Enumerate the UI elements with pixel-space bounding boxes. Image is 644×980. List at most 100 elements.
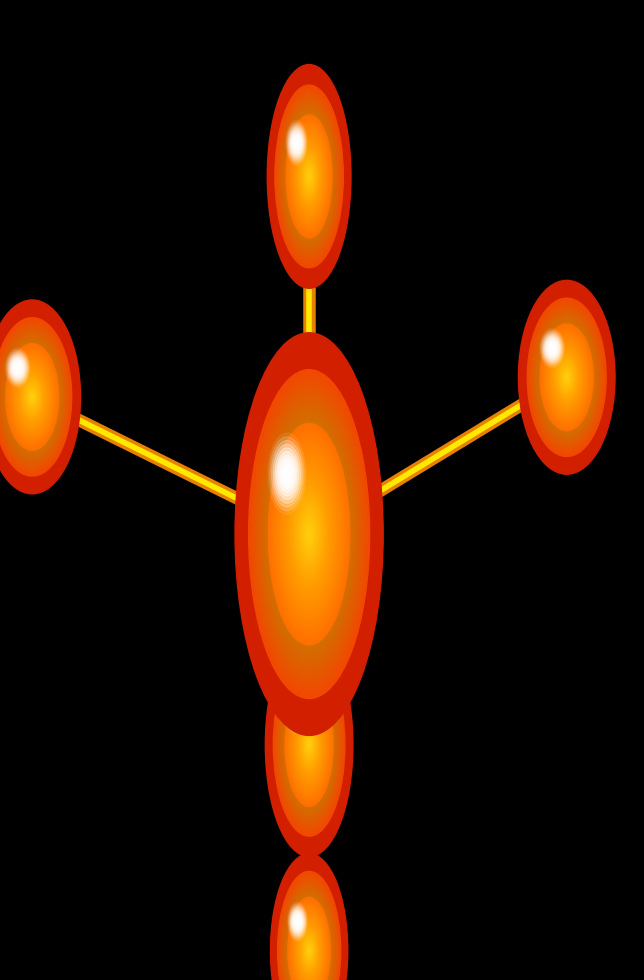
- Ellipse shape: [8, 349, 57, 445]
- Ellipse shape: [287, 687, 332, 803]
- Ellipse shape: [564, 370, 570, 384]
- Ellipse shape: [4, 340, 61, 454]
- Ellipse shape: [242, 350, 377, 718]
- Ellipse shape: [555, 355, 578, 400]
- Ellipse shape: [277, 662, 341, 827]
- Ellipse shape: [292, 700, 327, 790]
- Ellipse shape: [303, 936, 315, 965]
- Ellipse shape: [307, 946, 311, 955]
- Ellipse shape: [284, 110, 334, 243]
- Ellipse shape: [276, 444, 343, 624]
- Ellipse shape: [295, 710, 297, 713]
- Ellipse shape: [10, 353, 54, 441]
- Ellipse shape: [296, 141, 323, 212]
- Ellipse shape: [270, 854, 348, 980]
- Ellipse shape: [279, 876, 339, 980]
- Ellipse shape: [15, 365, 20, 371]
- Ellipse shape: [289, 904, 307, 939]
- Ellipse shape: [289, 693, 330, 797]
- Ellipse shape: [308, 948, 310, 954]
- Ellipse shape: [267, 420, 351, 648]
- Ellipse shape: [303, 935, 316, 966]
- Ellipse shape: [0, 300, 80, 494]
- Ellipse shape: [307, 944, 312, 957]
- Ellipse shape: [307, 739, 311, 751]
- Ellipse shape: [272, 652, 346, 838]
- Ellipse shape: [252, 379, 366, 688]
- Ellipse shape: [287, 117, 332, 236]
- Ellipse shape: [306, 943, 312, 958]
- Ellipse shape: [270, 72, 348, 281]
- Ellipse shape: [538, 320, 595, 434]
- Ellipse shape: [308, 741, 310, 749]
- Ellipse shape: [279, 668, 339, 821]
- Ellipse shape: [291, 698, 327, 792]
- Ellipse shape: [280, 878, 338, 980]
- Ellipse shape: [265, 414, 354, 655]
- Ellipse shape: [298, 715, 321, 774]
- Ellipse shape: [30, 392, 35, 402]
- Ellipse shape: [15, 362, 50, 432]
- Ellipse shape: [285, 683, 333, 807]
- Ellipse shape: [273, 79, 345, 273]
- Ellipse shape: [270, 646, 348, 844]
- Ellipse shape: [307, 171, 311, 182]
- Ellipse shape: [291, 909, 304, 934]
- Ellipse shape: [298, 716, 320, 773]
- Ellipse shape: [285, 113, 333, 240]
- Ellipse shape: [292, 134, 301, 151]
- Ellipse shape: [301, 931, 317, 970]
- Ellipse shape: [294, 914, 301, 929]
- Ellipse shape: [283, 466, 290, 481]
- Ellipse shape: [274, 81, 345, 271]
- Ellipse shape: [283, 106, 336, 247]
- Ellipse shape: [19, 369, 46, 424]
- Ellipse shape: [305, 524, 313, 544]
- Ellipse shape: [551, 347, 582, 408]
- Ellipse shape: [302, 158, 316, 195]
- Ellipse shape: [294, 139, 299, 147]
- Ellipse shape: [558, 360, 576, 395]
- Ellipse shape: [25, 382, 39, 412]
- Ellipse shape: [281, 463, 292, 485]
- Ellipse shape: [294, 494, 324, 574]
- Ellipse shape: [293, 490, 325, 578]
- Ellipse shape: [296, 143, 321, 210]
- Ellipse shape: [9, 354, 26, 382]
- Ellipse shape: [287, 473, 331, 595]
- Ellipse shape: [269, 642, 349, 848]
- Ellipse shape: [0, 315, 73, 479]
- Ellipse shape: [566, 375, 567, 379]
- Ellipse shape: [308, 531, 310, 537]
- Ellipse shape: [276, 89, 342, 264]
- Ellipse shape: [303, 728, 316, 761]
- Ellipse shape: [278, 450, 340, 618]
- Ellipse shape: [299, 148, 319, 205]
- Ellipse shape: [285, 111, 334, 242]
- Ellipse shape: [0, 303, 79, 491]
- Ellipse shape: [27, 387, 37, 407]
- Ellipse shape: [547, 341, 556, 356]
- Ellipse shape: [290, 699, 302, 723]
- Ellipse shape: [283, 678, 336, 811]
- Ellipse shape: [298, 147, 320, 206]
- Ellipse shape: [287, 894, 332, 980]
- Ellipse shape: [536, 316, 598, 439]
- Ellipse shape: [272, 857, 346, 980]
- Ellipse shape: [250, 373, 368, 695]
- Ellipse shape: [308, 949, 310, 953]
- Ellipse shape: [297, 501, 321, 567]
- Ellipse shape: [293, 704, 325, 786]
- Ellipse shape: [547, 337, 587, 417]
- Ellipse shape: [307, 527, 312, 541]
- Ellipse shape: [301, 514, 317, 555]
- Ellipse shape: [305, 166, 314, 187]
- Ellipse shape: [305, 941, 313, 960]
- Ellipse shape: [272, 77, 346, 275]
- Ellipse shape: [279, 454, 339, 614]
- Ellipse shape: [271, 856, 347, 980]
- Ellipse shape: [9, 350, 55, 444]
- Ellipse shape: [263, 410, 355, 659]
- Ellipse shape: [274, 656, 344, 834]
- Ellipse shape: [527, 298, 606, 457]
